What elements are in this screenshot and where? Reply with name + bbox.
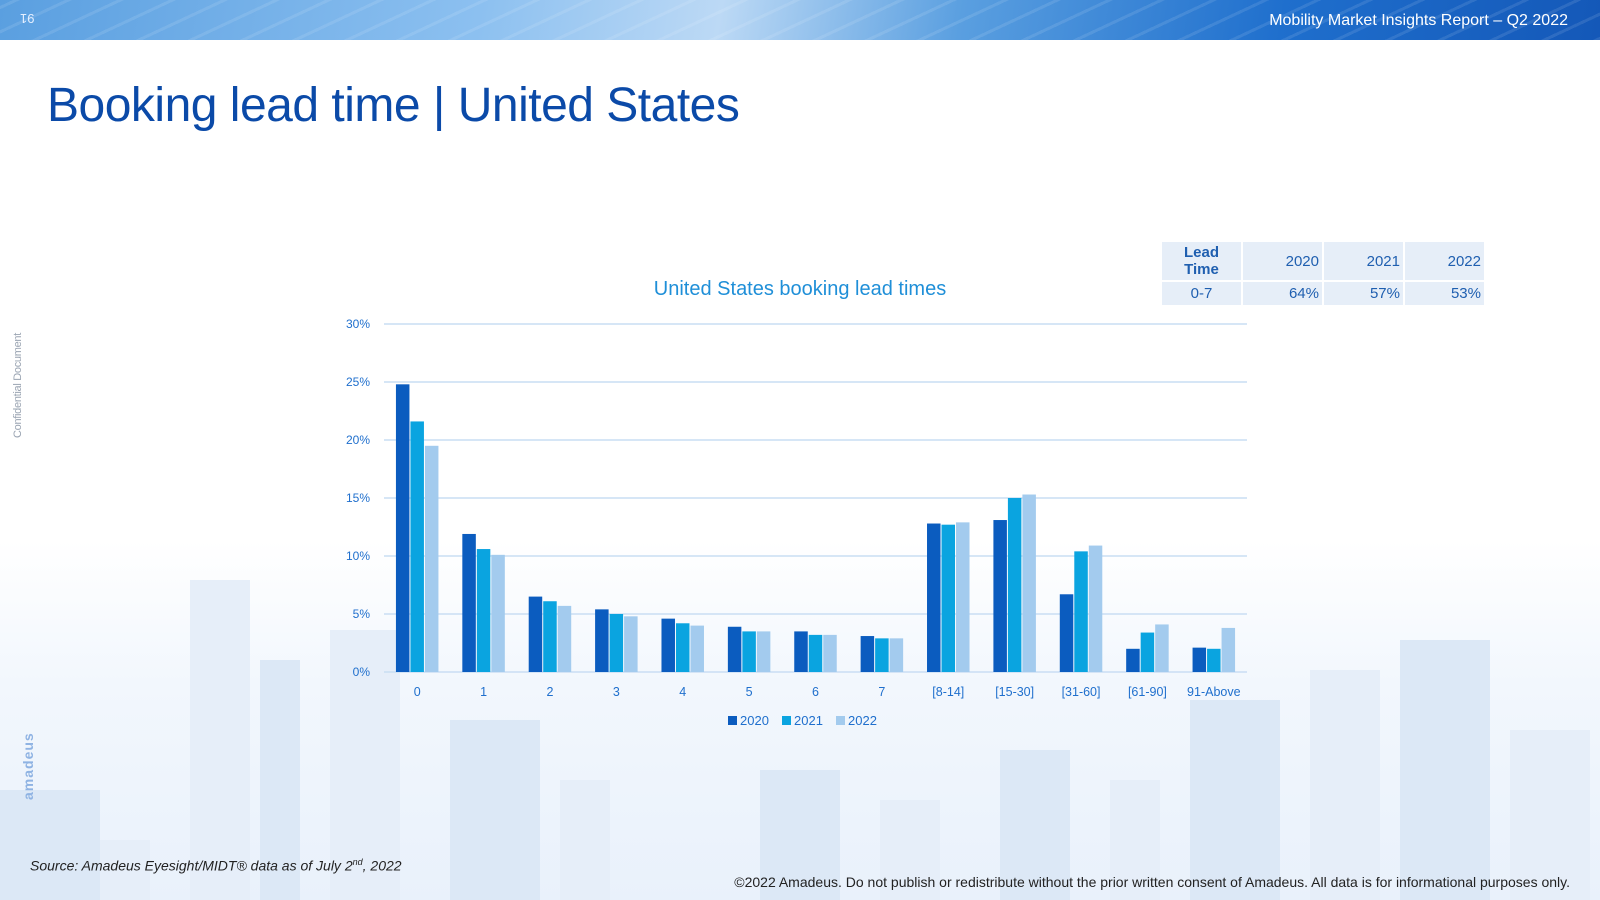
x-tick-label: [31-60] xyxy=(1062,685,1101,699)
table-header-cell: 2021 xyxy=(1324,242,1403,280)
bar xyxy=(1059,594,1074,672)
bar xyxy=(794,631,808,672)
table-header-cell: Lead Time xyxy=(1162,242,1241,280)
bar xyxy=(756,631,771,672)
bar xyxy=(727,626,742,672)
source-note: Source: Amadeus Eyesight/MIDT® data as o… xyxy=(30,857,402,874)
bar xyxy=(609,614,624,672)
table-header-cell: 2020 xyxy=(1243,242,1322,280)
legend-swatch xyxy=(836,716,845,725)
bar xyxy=(1140,632,1155,672)
legend-label: 2020 xyxy=(740,713,769,728)
legend-swatch xyxy=(728,716,737,725)
skyline-background xyxy=(0,540,1600,900)
bar xyxy=(462,533,476,672)
y-tick-label: 15% xyxy=(346,491,370,505)
table-row: 0-7 64% 57% 53% xyxy=(1162,282,1484,305)
bar xyxy=(1207,648,1221,672)
x-tick-label: 7 xyxy=(878,685,885,699)
x-tick-label: 2 xyxy=(546,685,553,699)
legend-label: 2022 xyxy=(848,713,877,728)
y-tick-label: 0% xyxy=(353,665,371,679)
bar xyxy=(528,596,543,672)
source-sup: nd xyxy=(352,857,363,867)
bar xyxy=(690,625,704,672)
source-text: Source: Amadeus Eyesight/MIDT® data as o… xyxy=(30,857,353,874)
table-header-cell: 2022 xyxy=(1405,242,1484,280)
slide-title: Booking lead time | United States xyxy=(47,79,740,132)
table-cell: 57% xyxy=(1324,282,1403,305)
bar xyxy=(823,634,837,672)
x-tick-label: 5 xyxy=(746,685,753,699)
header-bar: 91 Mobility Market Insights Report – Q2 … xyxy=(0,0,1600,40)
chart-title: United States booking lead times xyxy=(653,278,947,300)
bar xyxy=(1074,551,1088,672)
x-tick-label: 4 xyxy=(679,685,686,699)
bar xyxy=(1088,545,1103,672)
bar xyxy=(860,636,875,672)
copyright-notice: ©2022 Amadeus. Do not publish or redistr… xyxy=(734,874,1570,890)
table-header-row: Lead Time 2020 2021 2022 xyxy=(1162,242,1484,280)
bar xyxy=(395,384,410,672)
x-tick-label: 3 xyxy=(613,685,620,699)
x-tick-label: 1 xyxy=(480,685,487,699)
bar xyxy=(624,616,638,672)
bar xyxy=(1126,648,1140,672)
x-tick-label: [15-30] xyxy=(995,685,1034,699)
bar xyxy=(410,421,424,672)
table-cell: 0-7 xyxy=(1162,282,1241,305)
lead-time-summary-table: Lead Time 2020 2021 2022 0-7 64% 57% 53% xyxy=(1160,240,1486,307)
bar xyxy=(889,638,904,672)
y-tick-label: 30% xyxy=(346,317,370,331)
bar xyxy=(941,524,956,672)
bar xyxy=(742,631,756,672)
y-tick-label: 20% xyxy=(346,433,370,447)
y-tick-label: 25% xyxy=(346,375,370,389)
bar xyxy=(661,618,675,672)
x-tick-label: 0 xyxy=(414,685,421,699)
bar xyxy=(1192,647,1207,672)
y-tick-label: 5% xyxy=(353,607,371,621)
bar xyxy=(927,523,941,672)
source-tail: , 2022 xyxy=(362,857,402,874)
bar xyxy=(993,520,1007,672)
bar xyxy=(1155,624,1169,672)
table-cell: 64% xyxy=(1243,282,1322,305)
legend-swatch xyxy=(782,716,791,725)
report-title: Mobility Market Insights Report – Q2 202… xyxy=(1269,12,1568,29)
bar xyxy=(595,609,609,672)
bar xyxy=(491,554,505,672)
bar xyxy=(543,601,557,672)
x-tick-label: 6 xyxy=(812,685,819,699)
table-cell: 53% xyxy=(1405,282,1484,305)
y-tick-label: 10% xyxy=(346,549,370,563)
legend-label: 2021 xyxy=(794,713,823,728)
bar xyxy=(1221,627,1236,672)
bar xyxy=(875,638,889,672)
bar xyxy=(1007,498,1022,672)
x-tick-label: [61-90] xyxy=(1128,685,1167,699)
bar xyxy=(557,605,572,672)
bar xyxy=(808,634,823,672)
bar xyxy=(956,522,970,672)
bar xyxy=(675,623,690,672)
bar xyxy=(424,445,439,672)
x-tick-label: 91-Above xyxy=(1187,685,1241,699)
x-tick-label: [8-14] xyxy=(932,685,964,699)
bar xyxy=(476,549,491,672)
bar xyxy=(1022,494,1036,672)
